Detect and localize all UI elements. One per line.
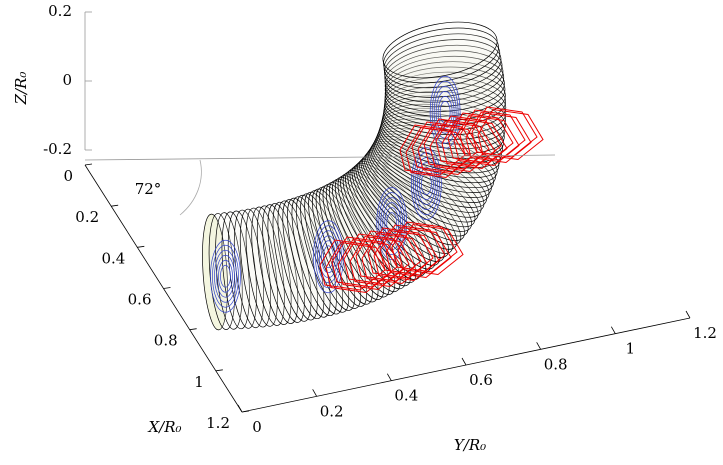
z-tick-label: -0.2: [43, 140, 72, 158]
z-axis-label: Z/R₀: [12, 72, 30, 106]
x-tick: [111, 205, 118, 206]
angle-label: 72°: [135, 180, 162, 198]
y-tick-label: 0.6: [469, 371, 493, 389]
x-tick: [137, 246, 144, 247]
x-tick: [164, 288, 171, 289]
x-tick-label: 1: [194, 373, 204, 391]
x-tick-label: 0: [63, 167, 73, 185]
x-tick-label: 0.8: [154, 332, 178, 350]
angle-arc: [180, 160, 201, 215]
y-tick-label: 0.8: [544, 355, 568, 373]
y-tick: [462, 358, 466, 365]
chart: 72° Z/R₀ X/R₀ Y/R₀ 0 0.2 0.4 0.6 0.8 1 1.2 0 0.2…: [0, 0, 723, 461]
y-tick-label: 1: [626, 340, 636, 358]
x-axis-label: X/R₀: [147, 418, 181, 436]
y-tick-label: 0.4: [394, 387, 418, 405]
x-tick: [242, 411, 249, 412]
x-tick: [216, 370, 223, 371]
y-tick: [238, 405, 242, 412]
y-tick: [686, 311, 690, 318]
z-tick-label: 0: [62, 71, 72, 89]
y-tick-label: 1.2: [693, 324, 717, 342]
y-tick: [387, 374, 391, 381]
x-tick-label: 0.4: [101, 249, 125, 267]
y-tick: [611, 327, 615, 334]
y-tick: [313, 389, 317, 396]
y-tick-label: 0: [252, 418, 262, 436]
x-tick: [85, 164, 92, 165]
y-tick-label: 0.2: [320, 402, 344, 420]
y-axis-label: Y/R₀: [454, 436, 486, 454]
tube-surface: [199, 13, 543, 330]
x-tick-label: 0.6: [128, 291, 152, 309]
x-tick-label: 0.2: [75, 208, 99, 226]
x-tick-label: 1.2: [206, 414, 230, 432]
z-tick-label: 0.2: [48, 2, 72, 20]
y-tick: [537, 342, 541, 349]
x-tick: [190, 329, 197, 330]
